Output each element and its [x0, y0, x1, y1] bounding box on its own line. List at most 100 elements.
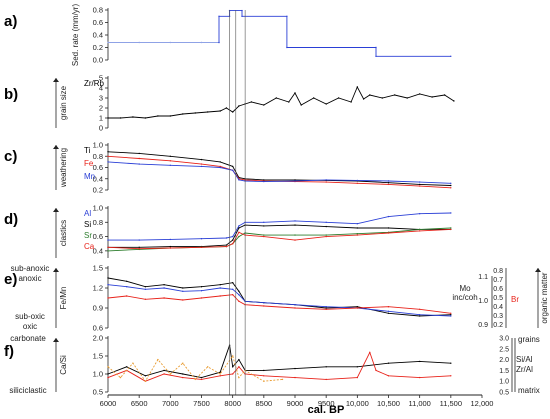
data-point	[107, 155, 109, 157]
data-point	[232, 111, 234, 113]
x-tick-label: 10,000	[346, 399, 369, 408]
data-point	[194, 112, 196, 114]
data-point	[387, 180, 390, 182]
data-point	[232, 288, 234, 290]
data-point	[238, 235, 240, 238]
right-axis-label: Zr/Al	[516, 365, 533, 374]
arrow-up-icon	[53, 208, 59, 212]
y-tick-label: 5	[99, 74, 103, 83]
data-point	[450, 315, 452, 317]
data-point	[200, 290, 203, 292]
data-point	[238, 376, 240, 379]
data-point	[126, 286, 128, 288]
data-point	[263, 234, 265, 236]
data-point	[163, 297, 165, 299]
data-point	[225, 245, 228, 248]
data-point	[375, 46, 377, 49]
data-point	[387, 362, 390, 364]
data-point	[263, 225, 265, 227]
data-point	[356, 179, 358, 182]
data-point	[453, 100, 455, 102]
data-point	[182, 362, 184, 364]
data-point	[182, 376, 184, 379]
y-tick-label: 0.6	[93, 18, 103, 27]
data-point	[325, 307, 327, 309]
right-axis-label: Mo	[459, 284, 471, 293]
data-point	[294, 180, 296, 182]
data-point	[219, 287, 221, 289]
data-point	[200, 246, 203, 248]
data-point	[419, 315, 421, 317]
data-point	[200, 376, 203, 379]
data-point	[144, 117, 147, 119]
data-point	[126, 366, 128, 368]
y-tick-label: 0.4	[93, 31, 103, 40]
panel-4: d) 0.4 0.6 0.8 1.0 clastics Al Si Sr Ca	[4, 204, 452, 258]
data-point	[294, 220, 296, 222]
data-point	[194, 378, 196, 381]
series-line	[107, 284, 451, 317]
x-tick-label: 9000	[287, 399, 304, 408]
data-point	[294, 307, 296, 309]
data-point	[232, 366, 234, 368]
data-point	[138, 41, 140, 44]
y-axis-label: Fe/Mn	[59, 287, 68, 310]
data-point	[219, 295, 221, 297]
y-tick-label: 0.9	[93, 304, 103, 313]
right-tick-label: 0.2	[493, 322, 503, 329]
right-tick-label: 0.8	[493, 268, 503, 275]
right-tick-label: 2.0	[499, 357, 509, 364]
data-point	[275, 97, 277, 99]
left-label: sub-oxic	[15, 312, 45, 321]
data-point	[169, 373, 171, 375]
data-point	[356, 376, 358, 379]
data-point	[219, 165, 221, 168]
arrow-up-icon	[53, 78, 59, 82]
data-point	[232, 294, 234, 296]
arrow-up-icon	[53, 268, 59, 272]
data-point	[138, 157, 140, 160]
data-point	[232, 235, 234, 238]
data-point	[107, 246, 109, 248]
data-point	[419, 314, 421, 316]
data-point	[238, 366, 240, 368]
data-point	[169, 115, 171, 117]
y-tick-label: 1.0	[93, 141, 103, 150]
y-tick-label: 1.5	[93, 264, 103, 273]
data-point	[219, 375, 221, 377]
data-point	[107, 250, 109, 252]
y-tick-label: 0.5	[93, 388, 103, 397]
data-point	[107, 41, 109, 44]
data-point	[144, 380, 147, 382]
data-point	[107, 297, 109, 299]
data-point	[138, 239, 140, 241]
data-point	[387, 182, 390, 184]
data-point	[375, 369, 377, 372]
right-tick-label: 0.6	[493, 286, 503, 293]
data-point	[263, 375, 265, 377]
series-label: Si	[84, 220, 91, 229]
data-point	[126, 280, 128, 282]
series-line	[218, 10, 451, 57]
data-point	[294, 179, 296, 181]
data-point	[450, 362, 452, 364]
left-label: oxic	[23, 322, 37, 331]
data-point	[387, 215, 390, 218]
data-point	[356, 86, 358, 88]
data-point	[232, 165, 234, 168]
data-point	[450, 55, 452, 57]
data-point	[325, 308, 327, 310]
y-tick-label: 0.6	[93, 163, 103, 172]
data-point	[325, 225, 327, 228]
right-tick-label: 0.3	[493, 313, 503, 320]
data-point	[325, 378, 327, 381]
data-point	[182, 299, 184, 301]
data-point	[356, 234, 358, 236]
data-point	[138, 246, 140, 248]
y-tick-label: 4	[99, 84, 103, 93]
data-point	[419, 93, 421, 95]
data-point	[132, 362, 134, 364]
y-tick-label: 0.0	[93, 56, 103, 65]
data-point	[182, 290, 184, 292]
series-label: Fe	[84, 159, 94, 168]
